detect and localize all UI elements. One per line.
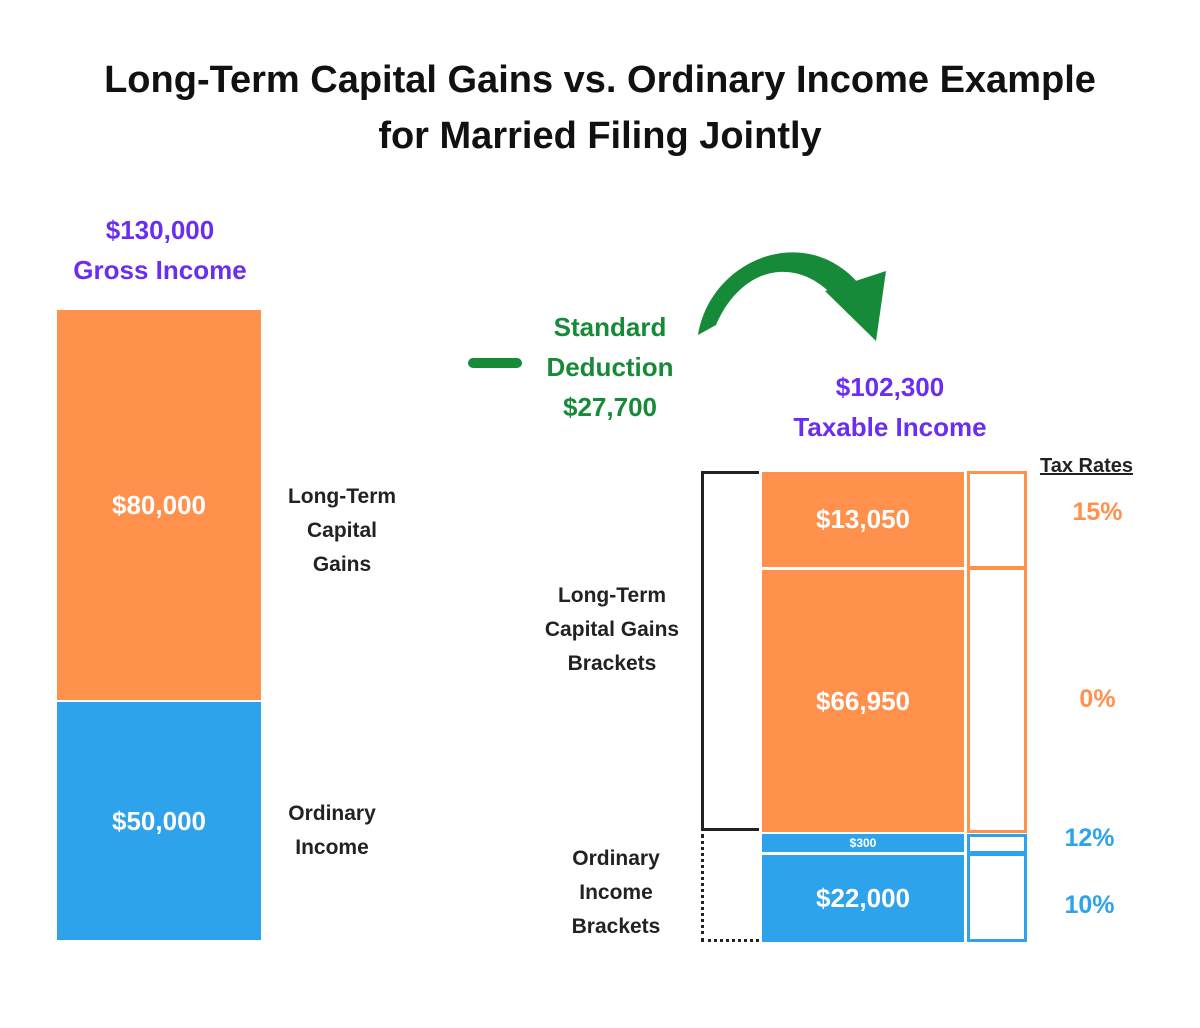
rate-label-10: 10%	[1064, 891, 1115, 919]
bracket-value-12: $300	[849, 836, 877, 850]
taxable-income-amount: $102,300	[835, 372, 945, 402]
bracket-bar-15: $13,050	[762, 472, 964, 567]
ltcg-brackets-label: Long-Term Capital Gains Brackets	[522, 579, 702, 681]
bracket-value-0: $66,950	[816, 685, 910, 716]
bracket-bar-0: $66,950	[762, 570, 964, 832]
ordinary-brackets-label: Ordinary Income Brackets	[531, 842, 701, 944]
rate-label-0: 0%	[1079, 685, 1116, 713]
ordinary-brackets-label-line: Ordinary	[572, 847, 660, 870]
gross-income-header: $130,000 Gross Income	[40, 210, 280, 290]
curved-arrow-icon	[698, 252, 886, 341]
gross-ltcg-bar: $80,000	[57, 310, 261, 700]
ordinary-brackets-label-line: Brackets	[571, 915, 661, 938]
ltcg-brackets-label-line: Capital Gains	[544, 618, 680, 641]
rate-box-0	[967, 567, 1027, 833]
rate-label-15: 15%	[1072, 498, 1123, 526]
gross-ltcg-label: Long-Term Capital Gains	[262, 480, 422, 582]
bracket-bar-12: $300	[762, 834, 964, 852]
gross-ordinary-label-line: Ordinary	[288, 802, 376, 825]
gross-ltcg-label-line: Gains	[312, 553, 372, 576]
taxable-income-header: $102,300 Taxable Income	[760, 367, 1020, 447]
standard-deduction-line: Standard	[553, 312, 667, 342]
bracket-bar-10: $22,000	[762, 855, 964, 942]
rate-box-15	[967, 471, 1027, 569]
minus-sign-icon	[468, 358, 522, 368]
title-line-2: for Married Filing Jointly	[378, 115, 822, 157]
page-title: Long-Term Capital Gains vs. Ordinary Inc…	[0, 52, 1200, 164]
gross-ordinary-bar: $50,000	[57, 702, 261, 940]
ordinary-brackets-label-line: Income	[579, 881, 653, 904]
rate-box-10	[967, 853, 1027, 942]
rate-label-12: 12%	[1064, 824, 1115, 852]
gross-income-label: Gross Income	[73, 255, 247, 285]
standard-deduction-amount: $27,700	[563, 392, 657, 422]
gross-ltcg-label-line: Long-Term	[287, 485, 397, 508]
rate-box-12	[967, 834, 1027, 854]
standard-deduction-line: Deduction	[546, 352, 674, 382]
gross-ordinary-label-line: Income	[295, 836, 369, 859]
gross-income-amount: $130,000	[105, 215, 215, 245]
ltcg-brackets-label-line: Brackets	[567, 652, 657, 675]
tax-rates-header: Tax Rates	[1040, 455, 1134, 477]
taxable-income-label: Taxable Income	[793, 412, 987, 442]
gross-ltcg-value: $80,000	[112, 489, 206, 520]
ltcg-brackets-label-line: Long-Term	[557, 584, 667, 607]
gross-ordinary-label: Ordinary Income	[252, 797, 412, 865]
gross-ltcg-label-line: Capital	[306, 519, 377, 542]
title-line-1: Long-Term Capital Gains vs. Ordinary Inc…	[104, 59, 1096, 101]
gross-ordinary-value: $50,000	[112, 805, 206, 836]
ordinary-brackets-bracket	[701, 834, 759, 942]
bracket-value-10: $22,000	[816, 883, 910, 913]
standard-deduction: Standard Deduction $27,700	[515, 307, 705, 427]
ltcg-brackets-bracket	[701, 471, 759, 831]
bracket-value-15: $13,050	[816, 504, 910, 534]
